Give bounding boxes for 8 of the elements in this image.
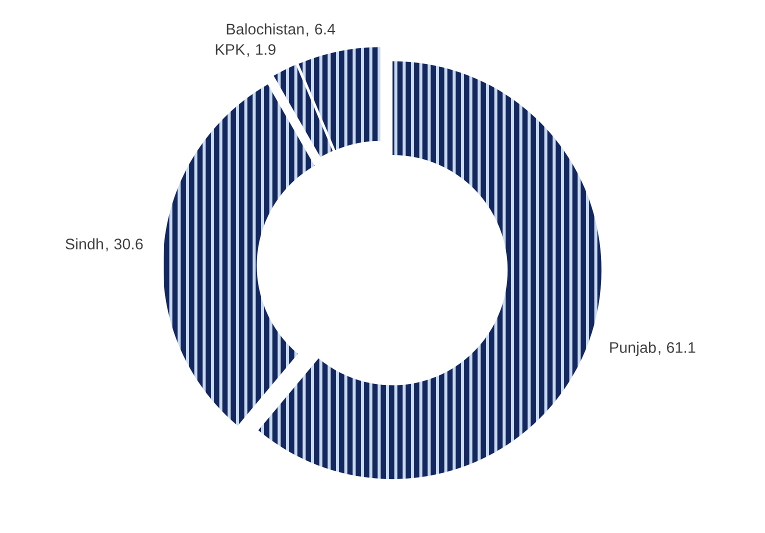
slice-label: KPK [216,44,246,55]
slice-label: Balochistan [226,23,304,35]
data-label: 61.1 [666,342,696,353]
slice-label: Punjab [610,342,656,356]
slice-label: Sindh [66,238,103,250]
data-label: 6.4 [315,24,336,35]
data-label: 30.6 [114,238,143,250]
data-label: 1.9 [256,44,276,55]
